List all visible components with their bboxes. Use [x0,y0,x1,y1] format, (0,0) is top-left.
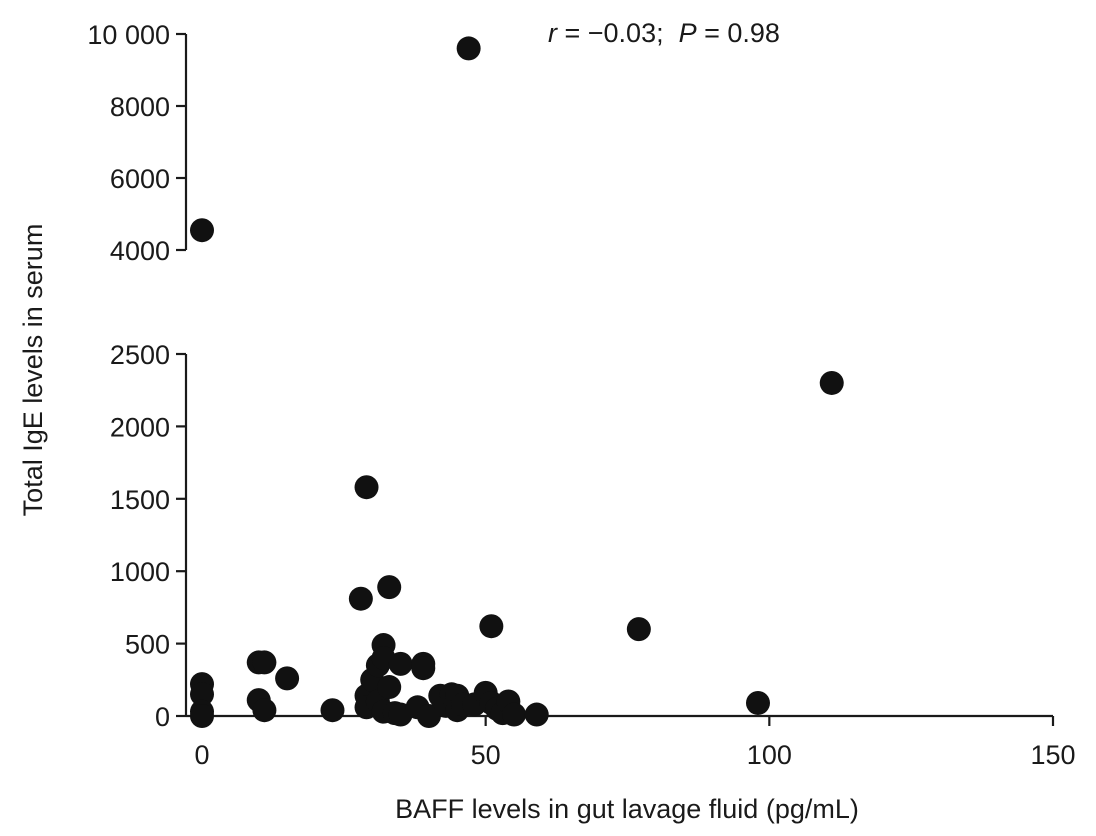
data-point [348,586,373,611]
data-point [819,370,844,395]
p-symbol: P [679,18,697,48]
axes: 0 50 100 1500500100015002000250040006000800… [87,20,1075,770]
x-tick-label: 100 [747,740,792,770]
y-tick-label: 1500 [110,485,170,515]
data-points [190,36,844,728]
x-tick-label: 0 [194,740,209,770]
data-point [354,475,379,500]
data-point [502,702,527,727]
data-point [745,690,770,715]
data-point [377,675,402,700]
data-point [190,682,214,707]
data-point [252,650,277,675]
data-point [388,651,413,676]
y-tick-label: 2500 [110,340,170,370]
data-point [190,218,214,243]
y-tick-label: 6000 [110,164,170,194]
y-tick-label: 8000 [110,92,170,122]
y-tick-label: 10 000 [87,20,170,50]
data-point [377,575,402,600]
data-point [479,614,504,639]
data-point [626,617,651,642]
x-tick-label: 50 [471,740,501,770]
y-tick-label: 1000 [110,557,170,587]
y-tick-label: 2000 [110,412,170,442]
data-point [252,698,277,723]
data-point [320,698,345,723]
y-tick-label: 500 [125,630,170,660]
stats-annotation: r = −0.03; P = 0.98 [548,18,780,48]
y-tick-label: 0 [155,702,170,732]
r-symbol: r [548,18,558,48]
data-point [524,702,549,727]
p-value: = 0.98 [697,18,780,48]
x-axis-label: BAFF levels in gut lavage fluid (pg/mL) [395,794,859,824]
y-axis-label: Total IgE levels in serum [18,224,48,517]
data-point [456,36,481,61]
x-tick-label: 150 [1030,740,1075,770]
data-point [190,704,214,728]
data-point [275,666,300,691]
y-tick-label: 4000 [110,236,170,266]
data-point [411,656,436,681]
r-value: = −0.03; [557,18,679,48]
